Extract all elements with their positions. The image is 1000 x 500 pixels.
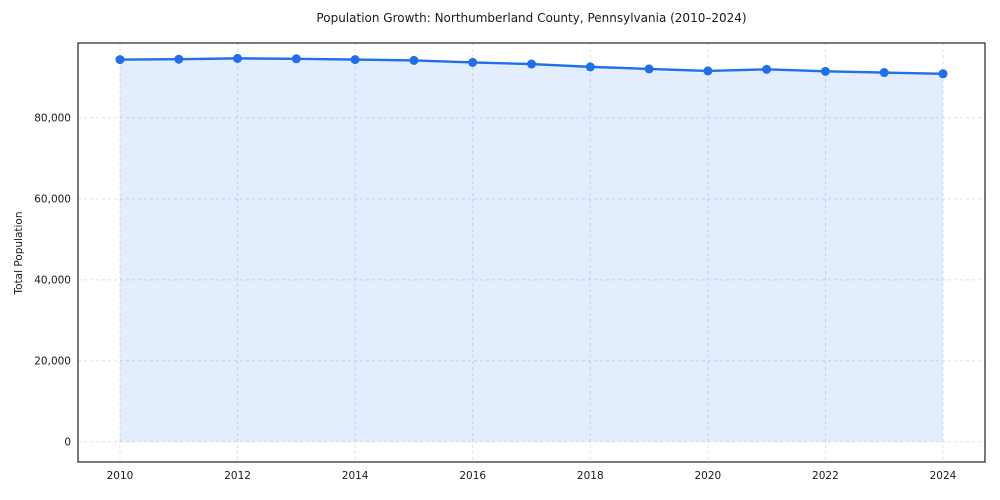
- x-tick-label: 2014: [342, 470, 369, 482]
- data-point-marker: [585, 62, 595, 72]
- y-tick-label: 60,000: [34, 193, 71, 205]
- x-tick-label: 2022: [812, 470, 839, 482]
- area-fill: [120, 58, 943, 442]
- x-tick-label: 2018: [577, 470, 604, 482]
- data-point-marker: [644, 64, 654, 74]
- chart-title: Population Growth: Northumberland County…: [316, 11, 747, 25]
- x-tick-label: 2012: [224, 470, 251, 482]
- x-tick-label: 2010: [107, 470, 134, 482]
- data-point-marker: [291, 54, 301, 64]
- data-point-marker: [762, 64, 772, 74]
- x-tick-label: 2016: [459, 470, 486, 482]
- data-point-marker: [233, 53, 243, 63]
- data-point-marker: [820, 66, 830, 76]
- data-point-marker: [115, 55, 125, 65]
- data-point-marker: [350, 55, 360, 65]
- y-tick-label: 40,000: [34, 274, 71, 286]
- plot-border: [77, 42, 986, 463]
- data-point-marker: [879, 68, 889, 78]
- y-tick-label: 0: [64, 436, 71, 448]
- data-point-marker: [174, 54, 184, 64]
- data-point-marker: [527, 59, 536, 69]
- y-tick-label: 20,000: [34, 355, 71, 367]
- y-tick-label: 80,000: [34, 112, 71, 124]
- x-tick-label: 2020: [694, 470, 721, 482]
- x-tick-label: 2024: [930, 470, 957, 482]
- data-point-marker: [409, 55, 419, 65]
- data-point-marker: [468, 57, 478, 67]
- data-point-marker: [938, 69, 948, 79]
- data-point-marker: [703, 66, 713, 76]
